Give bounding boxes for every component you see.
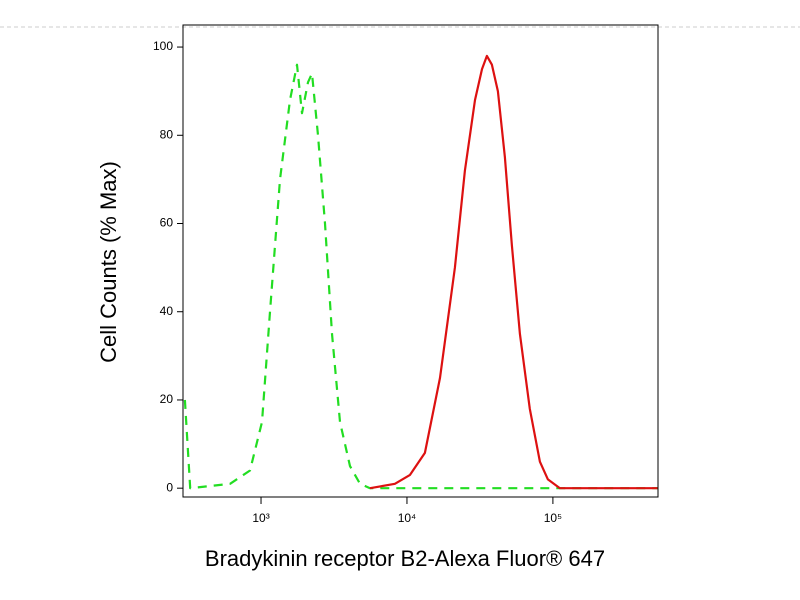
y-tick-label: 40	[160, 304, 174, 318]
histogram-line	[183, 63, 658, 490]
y-tick-label: 60	[160, 216, 174, 230]
x-axis-title: Bradykinin receptor B2-Alexa Fluor® 647	[205, 546, 605, 571]
y-tick-label: 100	[153, 39, 173, 53]
x-tick-label: 10³	[252, 511, 269, 525]
plot-frame	[182, 24, 659, 498]
y-tick-label: 20	[160, 392, 174, 406]
x-tick-label: 10⁴	[398, 511, 417, 525]
x-tick-label: 10⁵	[544, 511, 562, 525]
histogram-line	[369, 54, 658, 490]
y-tick-label: 0	[166, 480, 173, 494]
y-axis-title: Cell Counts (% Max)	[96, 161, 121, 363]
y-tick-label: 80	[160, 127, 174, 141]
